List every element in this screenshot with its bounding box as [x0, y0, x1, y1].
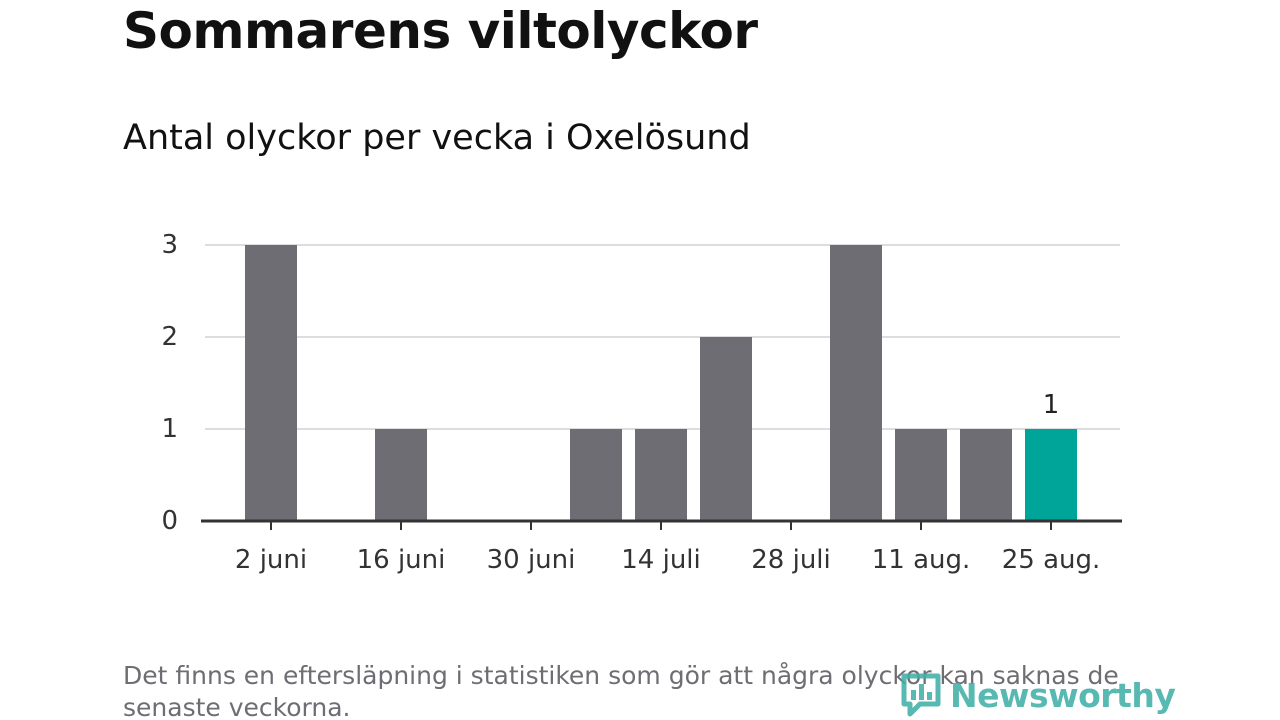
chart-title: Sommarens viltolyckor: [123, 2, 758, 60]
x-tick-label: 16 juni: [357, 545, 446, 575]
x-tick-label: 30 juni: [487, 545, 576, 575]
bar: [245, 245, 297, 521]
bar-highlighted: [1025, 429, 1077, 521]
x-tick-label: 25 aug.: [1002, 545, 1101, 575]
bar: [895, 429, 947, 521]
bar: [830, 245, 882, 521]
bar: [375, 429, 427, 521]
bar: [960, 429, 1012, 521]
x-tick-label: 11 aug.: [872, 545, 971, 575]
x-tick-label: 28 juli: [751, 545, 831, 575]
footnote: Det finns en eftersläpning i statistiken…: [123, 661, 1119, 720]
bar: [570, 429, 622, 521]
data-label: 1: [1043, 390, 1060, 420]
y-tick-label: 3: [161, 230, 178, 260]
bar: [635, 429, 687, 521]
y-tick-label: 0: [161, 506, 178, 536]
bar-chart: 0 1 2 3 1 2 juni 16 juni 30 juni 14 juli 28 juli 1…: [161, 230, 1122, 575]
newsworthy-logo: Newsworthy: [900, 670, 1176, 720]
x-tick-label: 2 juni: [235, 545, 307, 575]
x-tick-label: 14 juli: [621, 545, 701, 575]
y-tick-label: 1: [161, 414, 178, 444]
logo-text: Newsworthy: [950, 675, 1176, 715]
bar: [700, 337, 752, 521]
chart-subtitle: Antal olyckor per vecka i Oxelösund: [123, 118, 751, 158]
bar-chart-speech-bubble-icon: [901, 673, 941, 717]
y-tick-label: 2: [161, 322, 178, 352]
